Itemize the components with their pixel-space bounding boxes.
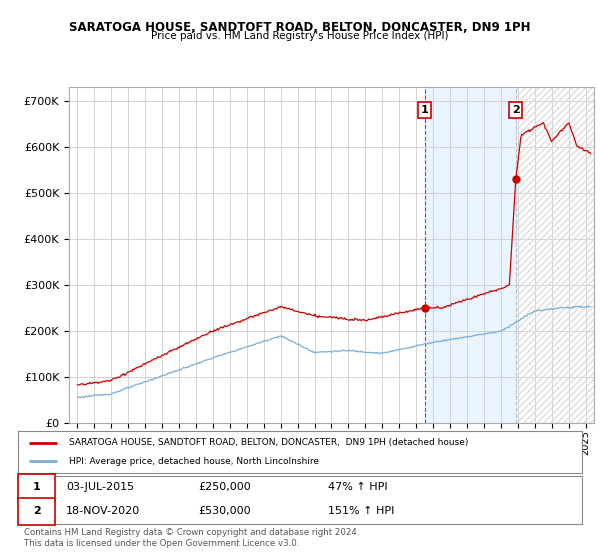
Text: £530,000: £530,000	[199, 506, 251, 516]
Text: HPI: Average price, detached house, North Lincolnshire: HPI: Average price, detached house, Nort…	[69, 457, 319, 466]
Text: 47% ↑ HPI: 47% ↑ HPI	[328, 482, 388, 492]
Text: Price paid vs. HM Land Registry's House Price Index (HPI): Price paid vs. HM Land Registry's House …	[151, 31, 449, 41]
Text: 18-NOV-2020: 18-NOV-2020	[66, 506, 140, 516]
FancyBboxPatch shape	[18, 498, 55, 525]
Text: 2: 2	[512, 105, 520, 115]
Text: 1: 1	[33, 482, 40, 492]
Bar	[516, 87, 594, 423]
Bar	[516, 87, 594, 423]
Text: Contains HM Land Registry data © Crown copyright and database right 2024.
This d: Contains HM Land Registry data © Crown c…	[24, 528, 359, 548]
Text: SARATOGA HOUSE, SANDTOFT ROAD, BELTON, DONCASTER, DN9 1PH: SARATOGA HOUSE, SANDTOFT ROAD, BELTON, D…	[69, 21, 531, 34]
Text: £250,000: £250,000	[199, 482, 251, 492]
FancyBboxPatch shape	[18, 474, 55, 501]
Bar	[425, 87, 516, 423]
Text: 1: 1	[421, 105, 428, 115]
Text: 03-JUL-2015: 03-JUL-2015	[66, 482, 134, 492]
Text: 2: 2	[33, 506, 40, 516]
Text: SARATOGA HOUSE, SANDTOFT ROAD, BELTON, DONCASTER,  DN9 1PH (detached house): SARATOGA HOUSE, SANDTOFT ROAD, BELTON, D…	[69, 438, 468, 447]
Text: 151% ↑ HPI: 151% ↑ HPI	[328, 506, 395, 516]
